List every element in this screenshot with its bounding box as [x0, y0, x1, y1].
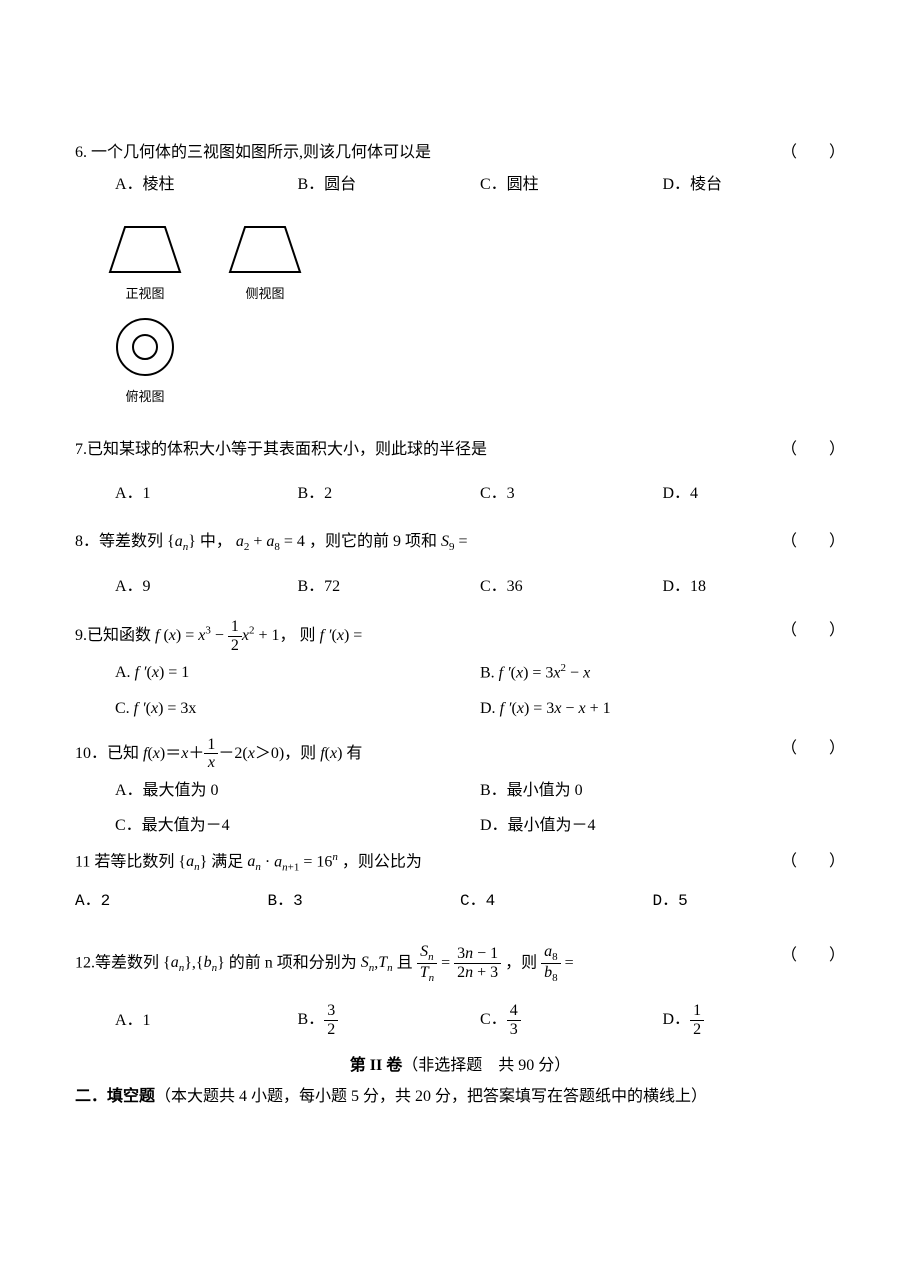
- question-8: 8．等差数列 {an} 中， a2 + a8 = 4 ，则它的前 9 项和 S9…: [75, 529, 845, 600]
- question-7: 7.已知某球的体积大小等于其表面积大小，则此球的半径是 （ ） A．1 B．2 …: [75, 437, 845, 506]
- q10-opt-a: A．最大值为 0: [115, 778, 480, 804]
- q12-opt-d: D．12: [663, 1002, 846, 1038]
- q6-stem: 6. 一个几何体的三视图如图所示,则该几何体可以是: [75, 140, 761, 166]
- front-view-label: 正视图: [105, 284, 185, 305]
- q10-stem: 10．已知 f(x)＝x＋1x－2(x＞0)，则 f(x) 有: [75, 736, 761, 772]
- q10-opt-c: C．最大值为－4: [115, 813, 480, 839]
- q9-opt-a: A. f ′(x) = 1: [115, 660, 480, 686]
- q11-opt-c: C．4: [460, 889, 653, 915]
- q9-opt-b: B. f ′(x) = 3x2 − x: [480, 660, 845, 686]
- q8-stem: 8．等差数列 {an} 中， a2 + a8 = 4 ，则它的前 9 项和 S9…: [75, 529, 761, 557]
- side-view-label: 侧视图: [225, 284, 305, 305]
- q12-options: A．1 B．32 C．43 D．12: [75, 1002, 845, 1038]
- q7-opt-c: C．3: [480, 481, 663, 507]
- q8-opt-b: B．72: [298, 574, 481, 600]
- three-view-diagram: 正视图 侧视图 俯视图: [105, 222, 845, 407]
- q11-opt-d: D．5: [653, 889, 846, 915]
- q9-opt-d: D. f ′(x) = 3x − x + 1: [480, 696, 845, 722]
- question-6: 6. 一个几何体的三视图如图所示,则该几何体可以是 （ ） A．棱柱 B．圆台 …: [75, 140, 845, 407]
- q7-opt-b: B．2: [298, 481, 481, 507]
- side-view-icon: [225, 222, 305, 277]
- q7-paren: （ ）: [781, 437, 845, 463]
- q12-opt-a: A．1: [115, 1008, 298, 1034]
- q8-options: A．9 B．72 C．36 D．18: [75, 574, 845, 600]
- q11-opt-b: B．3: [268, 889, 461, 915]
- q6-opt-a: A．棱柱: [115, 172, 298, 198]
- q11-paren: （ ）: [781, 849, 845, 875]
- q8-opt-c: C．36: [480, 574, 663, 600]
- question-12: 12.等差数列 {an},{bn} 的前 n 项和分别为 Sn,Tn 且 SnT…: [75, 943, 845, 1039]
- q6-opt-d: D．棱台: [663, 172, 846, 198]
- q7-opt-a: A．1: [115, 481, 298, 507]
- q6-opt-b: B．圆台: [298, 172, 481, 198]
- question-11: 11 若等比数列 {an} 满足 an · an+1 = 16n ，则公比为 （…: [75, 849, 845, 915]
- fill-rest: （本大题共 4 小题，每小题 5 分，共 20 分，把答案填写在答题纸中的横线上…: [155, 1088, 707, 1105]
- top-view-icon: [105, 315, 185, 380]
- q11-options: A．2 B．3 C．4 D．5: [75, 889, 845, 915]
- top-view-label: 俯视图: [105, 387, 185, 408]
- q6-paren: （ ）: [781, 140, 845, 166]
- section-2-bold: 第 II 卷: [350, 1057, 402, 1074]
- q12-opt-c: C．43: [480, 1002, 663, 1038]
- question-9: 9.已知函数 f (x) = x3 − 12x2 + 1， 则 f ′(x) =…: [75, 618, 845, 722]
- q8-paren: （ ）: [781, 529, 845, 555]
- question-10: 10．已知 f(x)＝x＋1x－2(x＞0)，则 f(x) 有 （ ） A．最大…: [75, 736, 845, 839]
- front-view-icon: [105, 222, 185, 277]
- q12-stem: 12.等差数列 {an},{bn} 的前 n 项和分别为 Sn,Tn 且 SnT…: [75, 943, 761, 985]
- q11-stem: 11 若等比数列 {an} 满足 an · an+1 = 16n ，则公比为: [75, 849, 761, 877]
- q7-options: A．1 B．2 C．3 D．4: [75, 481, 845, 507]
- q8-opt-d: D．18: [663, 574, 846, 600]
- q10-options: A．最大值为 0 B．最小值为 0 C．最大值为－4 D．最小值为－4: [75, 778, 845, 839]
- fill-bold: 二．填空题: [75, 1088, 155, 1105]
- q9-options: A. f ′(x) = 1 B. f ′(x) = 3x2 − x C. f ′…: [75, 660, 845, 722]
- q9-paren: （ ）: [781, 618, 845, 644]
- q7-opt-d: D．4: [663, 481, 846, 507]
- q8-opt-a: A．9: [115, 574, 298, 600]
- q12-paren: （ ）: [781, 943, 845, 969]
- q11-opt-a: A．2: [75, 889, 268, 915]
- section-2-title: 第 II 卷（非选择题 共 90 分）: [75, 1053, 845, 1079]
- q10-opt-d: D．最小值为－4: [480, 813, 845, 839]
- q10-opt-b: B．最小值为 0: [480, 778, 845, 804]
- q6-opt-c: C．圆柱: [480, 172, 663, 198]
- q7-stem: 7.已知某球的体积大小等于其表面积大小，则此球的半径是: [75, 437, 761, 463]
- q10-paren: （ ）: [781, 736, 845, 762]
- q9-stem: 9.已知函数 f (x) = x3 − 12x2 + 1， 则 f ′(x) =: [75, 618, 761, 654]
- section-2-rest: （非选择题 共 90 分）: [402, 1057, 570, 1074]
- q9-opt-c: C. f ′(x) = 3x: [115, 696, 480, 722]
- q6-options: A．棱柱 B．圆台 C．圆柱 D．棱台: [75, 172, 845, 198]
- q12-opt-b: B．32: [298, 1002, 481, 1038]
- fill-blank-title: 二．填空题（本大题共 4 小题，每小题 5 分，共 20 分，把答案填写在答题纸…: [75, 1084, 845, 1110]
